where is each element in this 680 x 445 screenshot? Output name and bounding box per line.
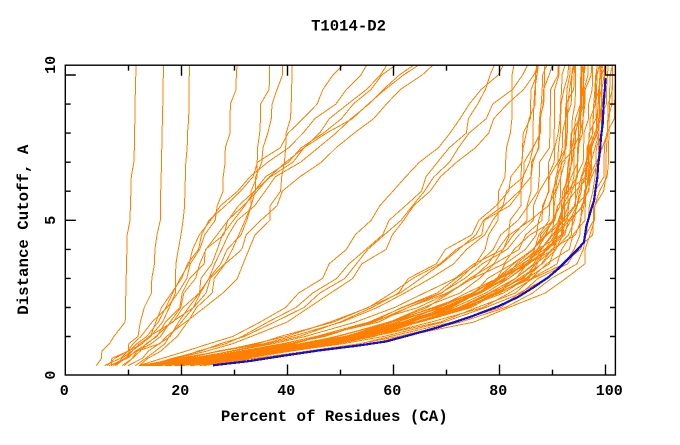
svg-text:0: 0 [60, 383, 69, 400]
svg-text:10: 10 [43, 56, 60, 74]
svg-text:80: 80 [489, 383, 507, 400]
svg-text:Percent of Residues (CA): Percent of Residues (CA) [221, 408, 448, 426]
svg-text:60: 60 [383, 383, 401, 400]
svg-text:100: 100 [596, 383, 623, 400]
svg-text:5: 5 [43, 216, 60, 225]
svg-text:40: 40 [277, 383, 295, 400]
svg-text:Distance Cutoff, A: Distance Cutoff, A [15, 144, 33, 315]
svg-text:T1014-D2: T1014-D2 [311, 18, 386, 36]
svg-text:0: 0 [43, 371, 60, 380]
svg-text:20: 20 [171, 383, 189, 400]
